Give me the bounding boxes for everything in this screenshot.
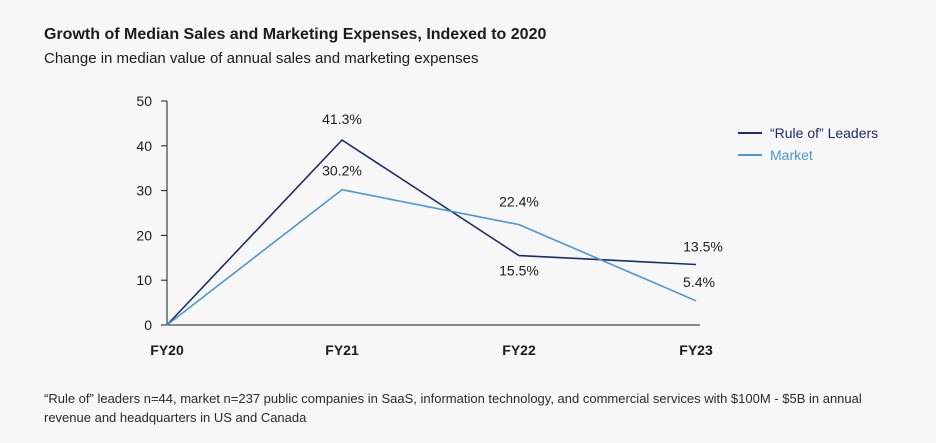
data-label: 5.4% xyxy=(683,274,715,290)
y-tick-label: 0 xyxy=(144,317,152,333)
chart-subtitle: Change in median value of annual sales a… xyxy=(44,50,479,67)
series-line-market xyxy=(166,188,697,326)
data-label: 41.3% xyxy=(322,111,362,127)
x-tick-label: FY20 xyxy=(150,342,184,358)
series-line-rule-of-leaders xyxy=(166,139,697,326)
data-label: 30.2% xyxy=(322,163,362,179)
data-labels: 41.3% 15.5% 13.5% 30.2% 22.4% 5.4% xyxy=(322,111,723,290)
legend-label: Market xyxy=(770,147,813,163)
data-label: 13.5% xyxy=(683,239,723,255)
y-tick-label: 50 xyxy=(136,93,152,109)
x-tick-label: FY23 xyxy=(679,342,713,358)
x-tick-label: FY21 xyxy=(325,342,359,358)
y-tick-label: 40 xyxy=(136,138,152,154)
chart-footnote: “Rule of” leaders n=44, market n=237 pub… xyxy=(44,391,862,425)
chart-legend: “Rule of” Leaders Market xyxy=(738,125,878,163)
chart-title: Growth of Median Sales and Marketing Exp… xyxy=(44,26,547,43)
chart-series xyxy=(166,139,697,326)
data-label: 15.5% xyxy=(499,263,539,279)
x-tick-label: FY22 xyxy=(502,342,536,358)
data-label: 22.4% xyxy=(499,194,539,210)
line-chart: 0 10 20 30 40 50 FY20 FY21 FY22 FY23 41.3% 15.5% 13… xyxy=(136,93,878,358)
y-tick-label: 30 xyxy=(136,183,152,199)
y-tick-label: 10 xyxy=(136,272,152,288)
y-tick-label: 20 xyxy=(136,227,152,243)
chart-axes: 0 10 20 30 40 50 FY20 FY21 FY22 FY23 xyxy=(136,93,713,358)
legend-label: “Rule of” Leaders xyxy=(770,125,878,141)
